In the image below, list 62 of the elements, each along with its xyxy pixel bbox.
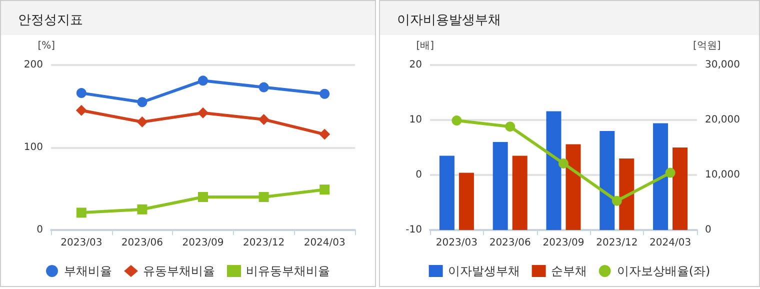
point <box>612 196 622 206</box>
point <box>76 88 86 98</box>
point <box>76 208 86 218</box>
bar <box>512 156 528 230</box>
point <box>198 107 208 118</box>
y-tick-label: -10 <box>406 224 422 236</box>
point <box>137 204 148 214</box>
x-tick-label: 2023/06 <box>489 238 531 248</box>
x-tick-label: 2023/09 <box>542 238 584 248</box>
x-tick-label: 2023/12 <box>596 238 638 248</box>
point <box>505 122 516 132</box>
point <box>258 82 269 92</box>
chart-title: 이자비용발생부채 <box>397 13 501 28</box>
y-tick-label: 0 <box>36 224 43 236</box>
point <box>137 97 148 108</box>
bar <box>546 111 562 230</box>
chart-title: 안정성지표 <box>18 13 83 28</box>
bar <box>619 158 634 230</box>
point <box>258 114 270 125</box>
legend-label: 유동부채비율 <box>143 264 215 278</box>
point <box>320 184 330 195</box>
y2-tick-label: 20,000 <box>705 114 740 126</box>
y2-tick-label: 0 <box>705 224 712 236</box>
y2-axis-title: [억원] <box>693 40 721 52</box>
point <box>136 116 148 128</box>
bar <box>439 156 454 230</box>
legend-label: 순부채 <box>550 264 587 278</box>
point <box>76 104 87 116</box>
legend-label: 이자보상배율(좌) <box>616 264 710 278</box>
y-tick-label: 10 <box>409 114 422 126</box>
y-axis-title: [%] <box>38 40 56 52</box>
x-tick-label: 2023/12 <box>243 238 285 248</box>
bar <box>458 172 474 230</box>
point <box>452 116 462 126</box>
x-tick-label: 2024/03 <box>650 238 692 248</box>
x-tick-label: 2023/03 <box>436 238 478 248</box>
point <box>665 168 676 178</box>
y-tick-label: 20 <box>409 60 422 70</box>
point <box>319 128 330 140</box>
legend-label: 이자발생부채 <box>448 264 520 278</box>
y2-tick-label: 10,000 <box>705 170 740 180</box>
bar <box>566 144 581 230</box>
bar <box>653 123 668 230</box>
point <box>258 192 269 202</box>
bar <box>672 148 688 230</box>
x-tick-label: 2023/03 <box>60 238 102 248</box>
y-tick-label: 100 <box>24 142 43 153</box>
legend-label: 부채비율 <box>64 264 112 278</box>
bar <box>600 131 615 230</box>
point <box>320 88 330 99</box>
y-tick-label: 0 <box>416 170 422 180</box>
point <box>558 158 568 168</box>
legend-label: 비유동부채비율 <box>246 264 330 278</box>
y2-tick-label: 30,000 <box>705 60 740 70</box>
point <box>198 192 208 202</box>
x-tick-label: 2024/03 <box>304 238 346 248</box>
y-tick-label: 200 <box>24 60 43 70</box>
x-tick-label: 2023/06 <box>121 238 163 248</box>
y-axis-title: [배] <box>416 40 434 52</box>
x-tick-label: 2023/09 <box>182 238 224 248</box>
bar <box>492 142 508 230</box>
point <box>198 76 208 86</box>
